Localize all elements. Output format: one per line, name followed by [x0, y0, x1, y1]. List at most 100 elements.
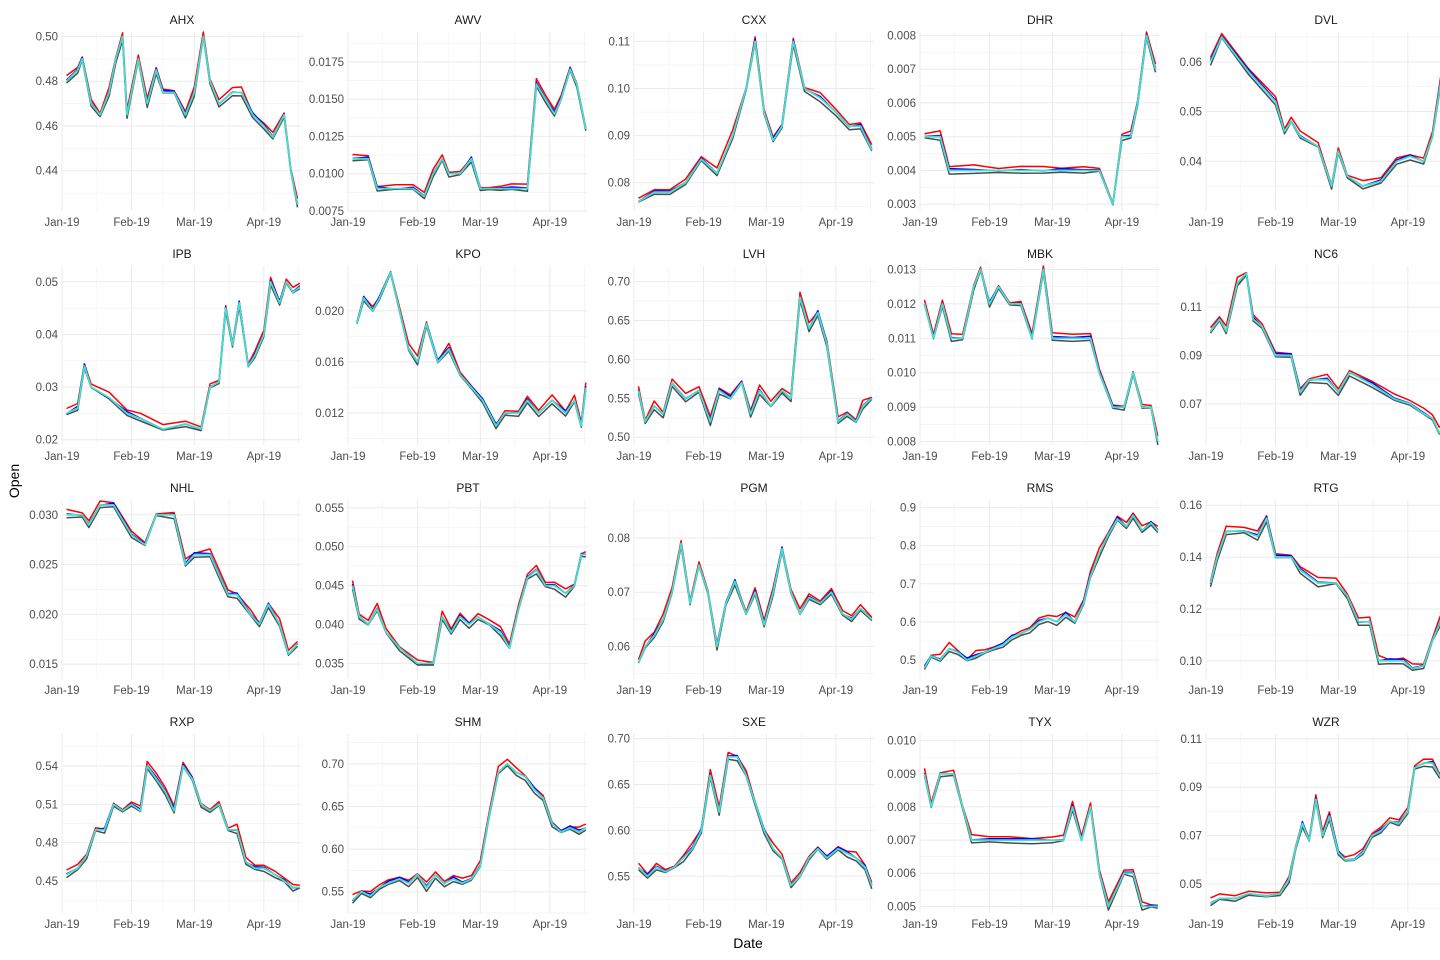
- x-tick-label: Mar-19: [176, 919, 212, 931]
- series-line-2: [637, 751, 873, 884]
- x-tick-label: Mar-19: [176, 451, 212, 463]
- panel-title: CXX: [742, 13, 767, 27]
- series-line-4: [637, 296, 873, 423]
- y-tick-label: 0.54: [36, 761, 59, 773]
- y-tick-label: 0.44: [36, 166, 59, 178]
- series-line-4: [637, 542, 873, 664]
- x-tick-label: Mar-19: [1320, 685, 1356, 697]
- series-line-1: [351, 764, 587, 904]
- panel-tyx: Jan-19 Feb-19 Mar-19 Apr-19 0.005 0.006 0.007 0…: [887, 715, 1160, 931]
- x-tick-label: Jan-19: [330, 217, 365, 229]
- y-tick-label: 0.016: [315, 357, 344, 369]
- x-tick-label: Feb-19: [399, 451, 435, 463]
- x-tick-label: Feb-19: [685, 919, 721, 931]
- x-tick-label: Jan-19: [44, 451, 79, 463]
- y-tick-label: 0.10: [1180, 656, 1202, 668]
- x-tick-label: Feb-19: [399, 685, 435, 697]
- x-tick-label: Feb-19: [113, 685, 149, 697]
- series-line-1: [1209, 521, 1440, 672]
- y-tick-label: 0.005: [887, 901, 916, 913]
- x-tick-label: Feb-19: [685, 685, 721, 697]
- y-tick-label: 0.8: [900, 541, 916, 553]
- panel-shm: Jan-19 Feb-19 Mar-19 Apr-19 0.55 0.60 0.65 0.70…: [322, 715, 588, 931]
- series-line-4: [356, 271, 587, 427]
- y-tick-label: 0.0100: [309, 169, 344, 181]
- y-tick-label: 0.12: [1180, 604, 1202, 616]
- y-tick-label: 0.46: [36, 121, 58, 133]
- y-tick-label: 0.08: [608, 533, 630, 545]
- x-tick-label: Mar-19: [462, 451, 498, 463]
- y-tick-label: 0.0175: [309, 57, 344, 69]
- x-tick-label: Apr-19: [819, 451, 854, 463]
- panel-lvh: Jan-19 Feb-19 Mar-19 Apr-19 0.50 0.55 0.60 0.65…: [608, 247, 874, 463]
- x-tick-label: Apr-19: [819, 217, 854, 229]
- x-tick-label: Apr-19: [533, 685, 568, 697]
- x-tick-label: Mar-19: [748, 685, 784, 697]
- series-line-1: [923, 269, 1159, 446]
- series-line-3: [351, 552, 586, 665]
- x-tick-label: Feb-19: [113, 919, 149, 931]
- panel-mbk: Jan-19 Feb-19 Mar-19 Apr-19 0.008 0.009 0.010 0…: [887, 247, 1160, 463]
- y-tick-label: 0.70: [608, 277, 630, 289]
- x-tick-label: Apr-19: [1391, 685, 1426, 697]
- x-tick-label: Mar-19: [462, 685, 498, 697]
- x-tick-label: Feb-19: [685, 451, 721, 463]
- x-tick-label: Mar-19: [1320, 451, 1356, 463]
- x-tick-label: Jan-19: [616, 919, 651, 931]
- y-tick-label: 0.45: [36, 876, 58, 888]
- y-tick-label: 0.70: [322, 759, 344, 771]
- series-line-1: [66, 506, 299, 656]
- panel-sxe: Jan-19 Feb-19 Mar-19 Apr-19 0.55 0.60 0.65 0.70…: [608, 715, 874, 931]
- y-tick-label: 0.05: [1180, 879, 1202, 891]
- panel-title: IPB: [172, 247, 191, 261]
- x-tick-label: Jan-19: [1188, 217, 1223, 229]
- y-tick-label: 0.010: [887, 368, 916, 380]
- series-line-1: [924, 36, 1157, 206]
- x-tick-label: Mar-19: [1034, 217, 1070, 229]
- series-line-3: [638, 38, 873, 203]
- x-tick-label: Jan-19: [1188, 919, 1223, 931]
- panel-kpo: Jan-19 Feb-19 Mar-19 Apr-19 0.012 0.016 0.020 K…: [315, 247, 588, 463]
- y-tick-label: 0.003: [887, 199, 916, 211]
- x-tick-label: Feb-19: [685, 217, 721, 229]
- panel-title: AWV: [455, 13, 482, 27]
- y-axis-title: Open: [6, 464, 22, 498]
- y-tick-label: 0.5: [900, 655, 916, 667]
- series-line-4: [923, 514, 1159, 669]
- y-tick-label: 0.050: [315, 542, 344, 554]
- panel-title: MBK: [1027, 247, 1053, 261]
- y-tick-label: 0.60: [322, 844, 344, 856]
- panel-title: TYX: [1028, 715, 1051, 729]
- series-line-3: [1209, 516, 1440, 669]
- panel-rtg: Jan-19 Feb-19 Mar-19 Apr-19 0.10 0.12 0.14 0.16…: [1180, 481, 1440, 697]
- series-line-4: [351, 762, 587, 901]
- y-tick-label: 0.025: [29, 560, 58, 572]
- x-tick-label: Apr-19: [1105, 685, 1140, 697]
- x-tick-label: Jan-19: [330, 919, 365, 931]
- y-tick-label: 0.02: [36, 435, 58, 447]
- x-axis-title: Date: [733, 935, 763, 951]
- y-tick-label: 0.60: [608, 825, 630, 837]
- x-tick-label: Apr-19: [1391, 451, 1426, 463]
- series-line-1: [637, 758, 873, 890]
- y-tick-label: 0.015: [29, 659, 58, 671]
- series-line-2: [352, 758, 587, 896]
- x-tick-label: Mar-19: [748, 919, 784, 931]
- x-tick-label: Apr-19: [1105, 451, 1140, 463]
- panel-title: NC6: [1314, 247, 1338, 261]
- y-tick-label: 0.09: [1180, 782, 1202, 794]
- series-line-4: [1209, 517, 1440, 670]
- series-line-4: [351, 553, 586, 665]
- y-tick-label: 0.0150: [309, 94, 344, 106]
- x-tick-label: Feb-19: [971, 919, 1007, 931]
- x-tick-label: Apr-19: [247, 919, 282, 931]
- panel-wzr: Jan-19 Feb-19 Mar-19 Apr-19 0.05 0.07 0.09 0.11…: [1180, 715, 1440, 931]
- x-tick-label: Apr-19: [819, 919, 854, 931]
- x-tick-label: Apr-19: [247, 685, 282, 697]
- y-tick-label: 0.09: [1180, 351, 1202, 363]
- y-tick-label: 0.008: [887, 802, 916, 814]
- panel-nc6: Jan-19 Feb-19 Mar-19 Apr-19 0.07 0.09 0.11 NC6: [1180, 247, 1440, 463]
- y-tick-label: 0.05: [1180, 107, 1202, 119]
- series-line-3: [924, 33, 1157, 206]
- x-tick-label: Apr-19: [533, 919, 568, 931]
